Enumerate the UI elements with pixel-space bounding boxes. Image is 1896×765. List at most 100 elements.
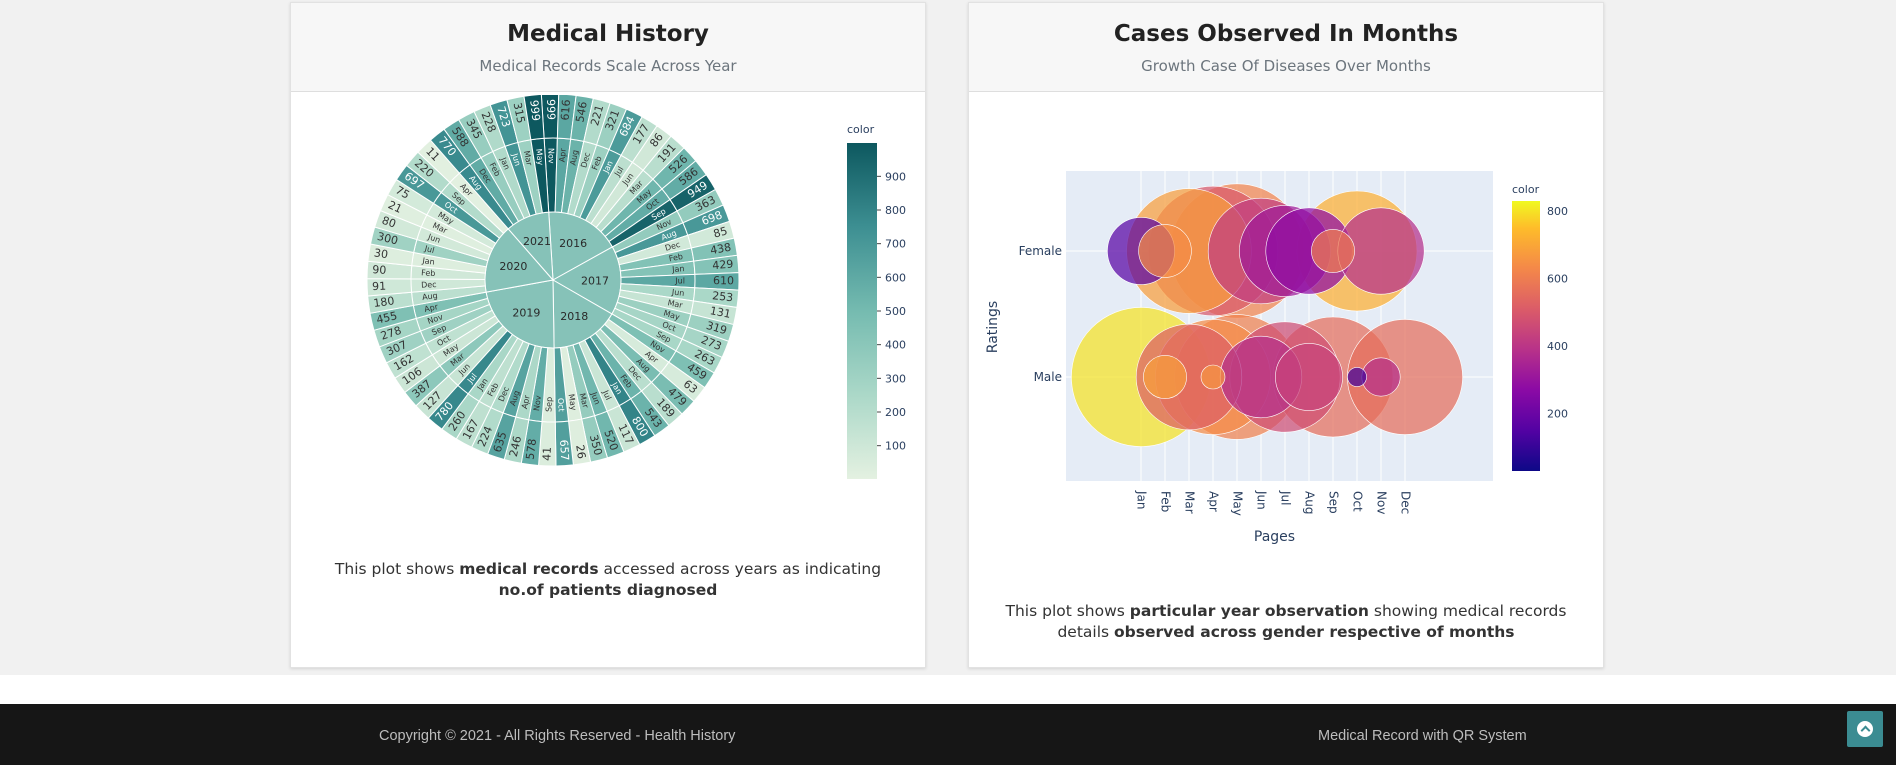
sunburst-value-label: 26 [573, 444, 588, 460]
sunburst-month-label: Aug [422, 291, 439, 302]
sunburst-value-label: 80 [380, 214, 398, 231]
sunburst-month-label: Dec [579, 151, 592, 168]
sunburst-year-label: 2017 [581, 274, 609, 287]
x-tick-label: Feb [1159, 491, 1173, 512]
bubble-point[interactable] [1200, 364, 1226, 390]
x-tick-label: Aug [1303, 491, 1317, 514]
sunburst-value-label: 85 [712, 224, 729, 240]
caption-bold: medical records [459, 560, 599, 578]
bubble-chart[interactable]: Jan Feb Mar Apr May Jun Jul Aug Sep Oct Nov Dec Fema… [969, 95, 1603, 555]
sunburst-value-label: 90 [372, 263, 387, 277]
bubble-point[interactable] [1347, 367, 1367, 387]
sunburst-month-label: Mar [578, 392, 591, 410]
caption-text: This plot shows [334, 560, 460, 578]
sunburst-month-label: Mar [667, 298, 684, 310]
scroll-to-top-button[interactable] [1847, 711, 1883, 747]
sunburst-value-label: 657 [557, 439, 571, 461]
sunburst-value-label: 315 [511, 101, 528, 124]
colorbar-title: color [847, 123, 875, 136]
sunburst-month-label: Jun [670, 288, 684, 298]
bubble-point[interactable] [1138, 224, 1192, 278]
caption-bold: no.of patients diagnosed [498, 581, 718, 599]
colorbar-tick-label: 900 [885, 170, 906, 183]
sunburst-value-label: 429 [712, 257, 734, 272]
x-tick-label: Nov [1375, 491, 1389, 514]
colorbar-tick-label: 800 [1547, 205, 1568, 218]
sunburst-month-label: Nov [532, 395, 543, 412]
sunburst-value-label: 610 [713, 274, 734, 287]
footer-brand: Medical Record with QR System [1318, 728, 1527, 744]
sunburst-value-label: 131 [709, 304, 732, 321]
sunburst-month-label: May [567, 393, 579, 411]
sunburst-month-label: Dec [421, 280, 437, 290]
bubble-point[interactable] [1311, 229, 1355, 273]
sunburst-value-label: 723 [494, 105, 513, 129]
sunburst-value-label: 278 [379, 324, 403, 343]
card-header: Cases Observed In Months Growth Case Of … [969, 3, 1603, 92]
colorbar-tick-label: 600 [1547, 273, 1568, 286]
colorbar [1512, 201, 1540, 471]
sunburst-year-label: 2019 [512, 306, 540, 319]
colorbar-tick-label: 600 [885, 271, 906, 284]
colorbar-tick-label: 200 [1547, 408, 1568, 421]
bubble-point[interactable] [1275, 343, 1343, 411]
site-footer: Copyright © 2021 - All Rights Reserved -… [0, 704, 1896, 765]
sunburst-value-segment[interactable] [523, 95, 545, 141]
caption-text: accessed across years as indicating [598, 560, 882, 578]
bubble-point[interactable] [1361, 357, 1401, 397]
sunburst-month-label: Dec [664, 240, 681, 253]
colorbar-tick-label: 200 [885, 406, 906, 419]
sunburst-month-label: Feb [668, 252, 684, 263]
y-tick-label: Female [1019, 244, 1062, 258]
card-subtitle: Growth Case Of Diseases Over Months [1141, 57, 1431, 75]
sunburst-value-label: 438 [709, 241, 732, 258]
y-tick-label: Male [1034, 370, 1062, 384]
sunburst-year-label: 2018 [560, 310, 588, 323]
sunburst-value-label: 180 [373, 294, 396, 310]
sunburst-month-label: Aug [568, 149, 580, 166]
card-title: Medical History [507, 21, 709, 47]
sunburst-month-label: Jun [589, 390, 602, 406]
sunburst-month-label: May [534, 148, 545, 166]
sunburst-value-label: 616 [558, 99, 573, 121]
caption-bold: observed across gender respective of mon… [1114, 623, 1515, 641]
colorbar-tick-label: 700 [885, 238, 906, 251]
colorbar-tick-label: 500 [885, 305, 906, 318]
sunburst-month-label: Apr [423, 302, 439, 314]
card-subtitle: Medical Records Scale Across Year [479, 57, 737, 75]
sunburst-month-label: Jul [423, 244, 436, 255]
colorbar-tick-label: 400 [1547, 340, 1568, 353]
caption-bold: particular year observation [1129, 602, 1369, 620]
chart-caption: This plot shows medical records accessed… [291, 559, 925, 601]
x-axis-label: Pages [1254, 529, 1295, 545]
sunburst-value-label: 635 [491, 430, 510, 454]
sunburst-value-label: 253 [712, 289, 734, 304]
sunburst-month-label: Oct [556, 398, 566, 412]
colorbar-tick-label: 400 [885, 339, 906, 352]
sunburst-value-label: 221 [588, 104, 606, 128]
cases-observed-card: Cases Observed In Months Growth Case Of … [968, 2, 1604, 668]
sunburst-value-label: 300 [376, 230, 400, 248]
chart-caption: This plot shows particular year observat… [969, 601, 1603, 643]
x-tick-label: Jun [1255, 490, 1269, 510]
bubble-point[interactable] [1143, 355, 1187, 399]
sunburst-year-label: 2021 [523, 235, 551, 248]
sunburst-year-label: 2020 [499, 260, 527, 273]
sunburst-value-label: 999 [527, 99, 542, 121]
x-tick-label: Jan [1135, 490, 1149, 510]
medical-history-card: Medical History Medical Records Scale Ac… [290, 2, 926, 668]
sunburst-month-label: Jan [421, 256, 436, 267]
sunburst-value-label: 578 [524, 438, 540, 460]
caption-text: showing medical records details [1057, 602, 1567, 641]
page-bottom-strip [0, 675, 1896, 704]
colorbar-tick-label: 800 [885, 204, 906, 217]
card-title: Cases Observed In Months [1113, 21, 1459, 47]
colorbar [847, 143, 877, 479]
sunburst-value-label: 455 [375, 309, 398, 326]
x-tick-label: Sep [1327, 491, 1341, 514]
colorbar-tick-label: 100 [885, 440, 906, 453]
sunburst-value-label: 41 [540, 447, 553, 461]
sunburst-month-label: Jan [671, 264, 685, 274]
sunburst-month-label: Mar [522, 150, 534, 167]
sunburst-chart[interactable]: 2016Nov999Apr616Aug546Dec221Feb321Jan684… [291, 95, 925, 555]
